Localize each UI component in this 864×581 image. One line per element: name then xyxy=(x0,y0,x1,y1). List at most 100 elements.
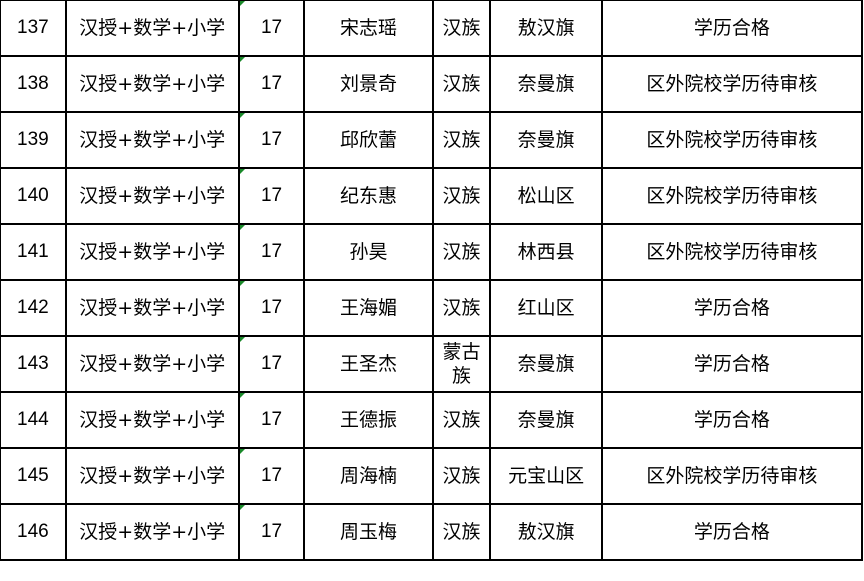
cell-text: 17 xyxy=(260,185,283,206)
cell-text: 学历合格 xyxy=(693,17,770,39)
cell-ethnicity[interactable]: 汉族 xyxy=(431,279,492,337)
cell-subject[interactable]: 汉授+数学+小学 xyxy=(64,335,240,393)
cell-no[interactable]: 140 xyxy=(0,167,67,225)
cell-subject[interactable]: 汉授+数学+小学 xyxy=(64,0,240,57)
cell-ethnicity[interactable]: 汉族 xyxy=(431,0,492,57)
cell-ethnicity[interactable]: 汉族 xyxy=(431,111,492,169)
cell-status[interactable]: 区外院校学历待审核 xyxy=(600,447,864,505)
cell-status[interactable]: 学历合格 xyxy=(600,335,864,393)
cell-text: 145 xyxy=(17,465,49,486)
cell-name[interactable]: 邱欣蕾 xyxy=(303,111,434,169)
cell-text: 周玉梅 xyxy=(339,521,397,543)
cell-region[interactable]: 敖汉旗 xyxy=(489,0,603,57)
cell-name[interactable]: 纪东惠 xyxy=(303,167,434,225)
cell-ethnicity[interactable]: 蒙古族 xyxy=(431,335,492,393)
cell-text: 王圣杰 xyxy=(339,353,397,375)
cell-text: 17 xyxy=(260,73,283,94)
cell-no[interactable]: 142 xyxy=(0,279,67,337)
number-as-text-marker-icon xyxy=(239,393,245,398)
cell-count[interactable]: 17 xyxy=(237,0,306,57)
cell-name[interactable]: 王德振 xyxy=(303,391,434,449)
cell-status[interactable]: 区外院校学历待审核 xyxy=(600,167,864,225)
number-as-text-marker-icon xyxy=(239,505,245,510)
cell-text: 红山区 xyxy=(517,297,575,319)
cell-name[interactable]: 周玉梅 xyxy=(303,503,434,561)
cell-name[interactable]: 宋志瑶 xyxy=(303,0,434,57)
cell-count[interactable]: 17 xyxy=(237,391,306,449)
table-row: 144 汉授+数学+小学 17 王德振 汉族 奈曼旗 学历合格 xyxy=(0,391,864,449)
cell-subject[interactable]: 汉授+数学+小学 xyxy=(64,503,240,561)
cell-region[interactable]: 元宝山区 xyxy=(489,447,603,505)
cell-subject[interactable]: 汉授+数学+小学 xyxy=(64,279,240,337)
cell-region[interactable]: 奈曼旗 xyxy=(489,335,603,393)
cell-status[interactable]: 学历合格 xyxy=(600,0,864,57)
cell-no[interactable]: 144 xyxy=(0,391,67,449)
cell-count[interactable]: 17 xyxy=(237,223,306,281)
cell-ethnicity[interactable]: 汉族 xyxy=(431,223,492,281)
cell-text: 奈曼旗 xyxy=(517,353,575,375)
number-as-text-marker-icon xyxy=(239,1,245,6)
cell-no[interactable]: 138 xyxy=(0,55,67,113)
cell-subject[interactable]: 汉授+数学+小学 xyxy=(64,55,240,113)
cell-count[interactable]: 17 xyxy=(237,279,306,337)
cell-ethnicity[interactable]: 汉族 xyxy=(431,55,492,113)
cell-status[interactable]: 区外院校学历待审核 xyxy=(600,111,864,169)
cell-region[interactable]: 奈曼旗 xyxy=(489,391,603,449)
cell-subject[interactable]: 汉授+数学+小学 xyxy=(64,167,240,225)
cell-status[interactable]: 学历合格 xyxy=(600,279,864,337)
cell-region[interactable]: 松山区 xyxy=(489,167,603,225)
cell-subject[interactable]: 汉授+数学+小学 xyxy=(64,111,240,169)
cell-ethnicity[interactable]: 汉族 xyxy=(431,391,492,449)
number-as-text-marker-icon xyxy=(239,337,245,342)
cell-text: 144 xyxy=(17,409,49,430)
cell-no[interactable]: 146 xyxy=(0,503,67,561)
cell-text: 汉授+数学+小学 xyxy=(79,521,226,543)
cell-no[interactable]: 143 xyxy=(0,335,67,393)
cell-subject[interactable]: 汉授+数学+小学 xyxy=(64,223,240,281)
cell-text: 王德振 xyxy=(339,409,397,431)
cell-no[interactable]: 141 xyxy=(0,223,67,281)
cell-text: 奈曼旗 xyxy=(517,129,575,151)
cell-region[interactable]: 奈曼旗 xyxy=(489,111,603,169)
cell-text: 汉授+数学+小学 xyxy=(79,17,226,39)
cell-status[interactable]: 学历合格 xyxy=(600,503,864,561)
cell-no[interactable]: 137 xyxy=(0,0,67,57)
cell-no[interactable]: 145 xyxy=(0,447,67,505)
cell-text: 汉授+数学+小学 xyxy=(79,465,226,487)
cell-name[interactable]: 刘景奇 xyxy=(303,55,434,113)
cell-text: 区外院校学历待审核 xyxy=(646,129,818,151)
number-as-text-marker-icon xyxy=(239,281,245,286)
cell-region[interactable]: 林西县 xyxy=(489,223,603,281)
cell-text: 汉授+数学+小学 xyxy=(79,409,226,431)
cell-count[interactable]: 17 xyxy=(237,55,306,113)
cell-ethnicity[interactable]: 汉族 xyxy=(431,503,492,561)
cell-status[interactable]: 区外院校学历待审核 xyxy=(600,223,864,281)
table-row: 143 汉授+数学+小学 17 王圣杰 蒙古族 奈曼旗 学历合格 xyxy=(0,335,864,393)
cell-count[interactable]: 17 xyxy=(237,111,306,169)
cell-text: 汉族 xyxy=(442,409,481,431)
cell-status[interactable]: 学历合格 xyxy=(600,391,864,449)
cell-name[interactable]: 周海楠 xyxy=(303,447,434,505)
cell-status[interactable]: 区外院校学历待审核 xyxy=(600,55,864,113)
cell-text: 17 xyxy=(260,17,283,38)
cell-text: 17 xyxy=(260,409,283,430)
cell-region[interactable]: 奈曼旗 xyxy=(489,55,603,113)
cell-count[interactable]: 17 xyxy=(237,447,306,505)
cell-ethnicity[interactable]: 汉族 xyxy=(431,167,492,225)
cell-region[interactable]: 敖汉旗 xyxy=(489,503,603,561)
cell-name[interactable]: 王圣杰 xyxy=(303,335,434,393)
spreadsheet-table: 137 汉授+数学+小学 17 宋志瑶 汉族 敖汉旗 学历合格 138 汉授+数学+小学 17 刘景… xyxy=(0,0,864,561)
cell-subject[interactable]: 汉授+数学+小学 xyxy=(64,447,240,505)
cell-count[interactable]: 17 xyxy=(237,503,306,561)
cell-text: 敖汉旗 xyxy=(517,17,575,39)
cell-name[interactable]: 孙昊 xyxy=(303,223,434,281)
cell-ethnicity[interactable]: 汉族 xyxy=(431,447,492,505)
cell-count[interactable]: 17 xyxy=(237,167,306,225)
cell-count[interactable]: 17 xyxy=(237,335,306,393)
cell-text: 142 xyxy=(17,297,49,318)
cell-no[interactable]: 139 xyxy=(0,111,67,169)
cell-subject[interactable]: 汉授+数学+小学 xyxy=(64,391,240,449)
cell-name[interactable]: 王海媚 xyxy=(303,279,434,337)
cell-region[interactable]: 红山区 xyxy=(489,279,603,337)
cell-text: 奈曼旗 xyxy=(517,73,575,95)
